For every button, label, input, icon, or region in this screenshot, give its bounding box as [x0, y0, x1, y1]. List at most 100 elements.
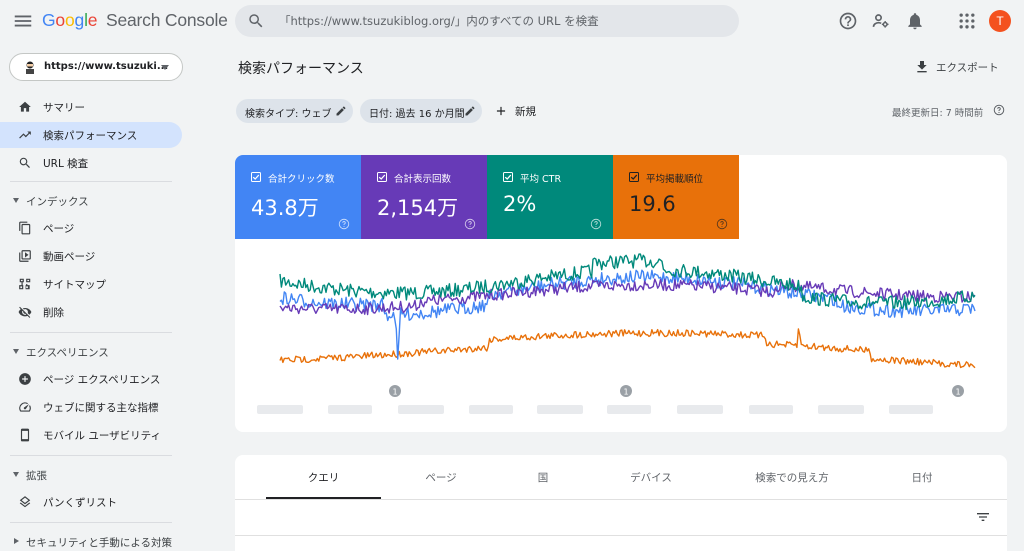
- sidebar-item-label: 検索パフォーマンス: [43, 130, 138, 142]
- metric-help-icon[interactable]: [464, 218, 476, 230]
- results-table-card: クエリ ページ 国 デバイス 検索での見え方 日付: [235, 455, 1007, 551]
- tab-2[interactable]: 国: [503, 455, 583, 499]
- metric-card-0[interactable]: 合計クリック数 43.8万: [235, 155, 361, 239]
- help-icon[interactable]: [838, 11, 858, 31]
- metric-help-icon[interactable]: [338, 218, 350, 230]
- sidebar-item-label: サイトマップ: [43, 279, 106, 291]
- active-tab-indicator: [266, 497, 381, 499]
- filter-chip-date[interactable]: 日付: 過去 16 か月間: [360, 99, 482, 123]
- annotation-marker[interactable]: 1: [952, 385, 964, 397]
- series-line-3: [279, 328, 976, 369]
- sidebar-section-0[interactable]: インデックス: [0, 190, 182, 212]
- sidebar-item-1-1[interactable]: ウェブに関する主な指標: [0, 394, 182, 420]
- sidebar-section-1[interactable]: エクスペリエンス: [0, 341, 182, 363]
- edit-pencil-icon: [335, 105, 347, 117]
- x-axis-tick-label-blurred: [889, 405, 933, 414]
- apps-grid-icon[interactable]: [957, 11, 977, 31]
- sidebar-item-0-2[interactable]: サイトマップ: [0, 271, 182, 297]
- last-updated-help-icon[interactable]: [993, 104, 1005, 116]
- property-selector[interactable]: https://www.tsuzuki...: [9, 53, 183, 81]
- search-icon: [18, 156, 32, 170]
- sidebar-item-1-2[interactable]: モバイル ユーザビリティ: [0, 422, 182, 448]
- series-line-1: [279, 278, 976, 316]
- metric-card-1[interactable]: 合計表示回数 2,154万: [361, 155, 487, 239]
- speed-icon: [18, 400, 32, 414]
- chevron-down-icon: [161, 65, 169, 70]
- table-header-divider: [235, 535, 1007, 536]
- chevron-down-icon: [13, 472, 19, 477]
- metric-value: 2%: [503, 192, 537, 216]
- sidebar-item-2[interactable]: URL 検査: [0, 150, 182, 176]
- metric-value: 19.6: [629, 192, 676, 216]
- sidebar-divider: [10, 522, 172, 523]
- x-axis-tick-label-blurred: [469, 405, 513, 414]
- x-axis-tick-label-blurred: [818, 405, 864, 414]
- sidebar-divider: [10, 181, 172, 182]
- notifications-icon[interactable]: [905, 11, 925, 31]
- chevron-right-icon: [14, 538, 19, 544]
- tab-1[interactable]: ページ: [391, 455, 491, 499]
- tabs-divider: [235, 499, 1007, 500]
- metric-label: 合計クリック数: [268, 174, 335, 185]
- sidebar-item-0-1[interactable]: 動画ページ: [0, 243, 182, 269]
- manage-users-icon[interactable]: [871, 11, 891, 31]
- sidebar-item-label: サマリー: [43, 102, 85, 114]
- sidebar-section-label: 拡張: [26, 470, 47, 482]
- sidebar-item-1-0[interactable]: ページ エクスペリエンス: [0, 366, 182, 392]
- annotation-marker[interactable]: 1: [620, 385, 632, 397]
- sidebar-section-label: セキュリティと手動による対策: [26, 537, 173, 549]
- metric-help-icon[interactable]: [590, 218, 602, 230]
- tab-label: ページ: [425, 472, 457, 484]
- annotation-marker[interactable]: 1: [389, 385, 401, 397]
- x-axis-tick-label-blurred: [328, 405, 372, 414]
- performance-line-chart[interactable]: 1 1 1: [235, 239, 1007, 432]
- sidebar-item-2-0[interactable]: パンくずリスト: [0, 489, 182, 515]
- checkbox-checked-icon: [377, 172, 387, 182]
- tab-label: 日付: [911, 472, 933, 484]
- x-axis-tick-label-blurred: [677, 405, 723, 414]
- tab-5[interactable]: 日付: [867, 455, 977, 499]
- sidebar-item-1[interactable]: 検索パフォーマンス: [0, 122, 182, 148]
- checkbox-checked-icon: [503, 172, 513, 182]
- search-icon: [247, 12, 265, 30]
- filter-chip-search-type[interactable]: 検索タイプ: ウェブ: [236, 99, 353, 123]
- tab-0[interactable]: クエリ: [266, 455, 381, 499]
- metric-card-3[interactable]: 平均掲載順位 19.6: [613, 155, 739, 239]
- product-logo[interactable]: Google Search Console: [42, 10, 228, 31]
- chevron-down-icon: [13, 198, 19, 203]
- new-filter-label: 新規: [515, 106, 536, 118]
- metric-value: 2,154万: [377, 196, 459, 220]
- main-menu-icon[interactable]: [12, 10, 34, 32]
- sidebar-item-0[interactable]: サマリー: [0, 94, 182, 120]
- sidebar-divider: [10, 455, 172, 456]
- download-icon: [914, 59, 930, 75]
- url-inspection-search[interactable]: 「https://www.tsuzukiblog.org/」内のすべての URL…: [235, 5, 739, 37]
- metric-card-2[interactable]: 平均 CTR 2%: [487, 155, 613, 239]
- product-name: Search Console: [105, 10, 228, 30]
- sidebar-section-2[interactable]: 拡張: [0, 464, 182, 486]
- sidebar-section-label: エクスペリエンス: [26, 347, 109, 359]
- account-avatar[interactable]: T: [989, 10, 1011, 32]
- checkbox-checked-icon: [251, 172, 261, 182]
- filter-list-icon[interactable]: [975, 509, 991, 525]
- series-line-2: [279, 253, 976, 311]
- tab-3[interactable]: デバイス: [596, 455, 706, 499]
- tab-label: 国: [537, 472, 549, 484]
- metric-help-icon[interactable]: [716, 218, 728, 230]
- sidebar-item-0-0[interactable]: ページ: [0, 215, 182, 241]
- metric-value: 43.8万: [251, 196, 319, 220]
- sidebar-item-0-3[interactable]: 削除: [0, 299, 182, 325]
- tab-4[interactable]: 検索での見え方: [732, 455, 852, 499]
- home-icon: [18, 100, 32, 114]
- sidebar-item-label: URL 検査: [43, 158, 89, 170]
- export-label: エクスポート: [936, 62, 999, 74]
- page-title: 検索パフォーマンス: [238, 61, 364, 77]
- search-placeholder: 「https://www.tsuzukiblog.org/」内のすべての URL…: [279, 14, 599, 28]
- trending-icon: [18, 128, 32, 142]
- new-filter-button[interactable]: 新規: [494, 101, 544, 121]
- edit-pencil-icon: [464, 105, 476, 117]
- sidebar-section-3[interactable]: セキュリティと手動による対策: [0, 531, 182, 551]
- property-url: https://www.tsuzuki...: [44, 61, 169, 72]
- x-axis-tick-label-blurred: [749, 405, 793, 414]
- tab-label: クエリ: [307, 472, 340, 484]
